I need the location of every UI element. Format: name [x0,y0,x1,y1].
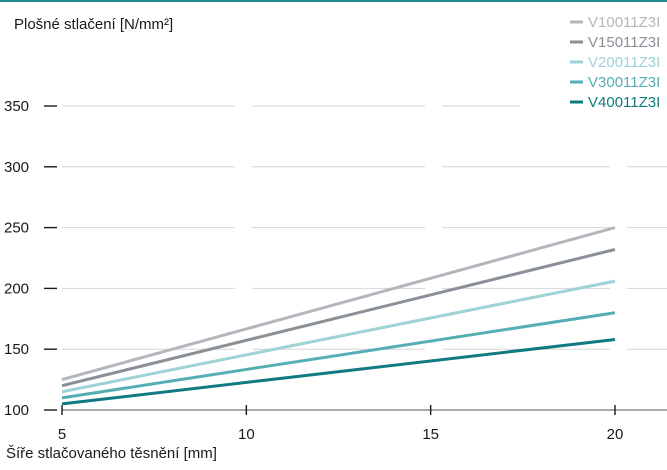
top-accent-rule [0,0,667,2]
y-tick-label: 350 [4,98,29,115]
y-axis-title: Plošné stlačení [N/mm²] [14,16,173,33]
legend-label: V10011Z3I [588,14,660,31]
legend-label: V40011Z3I [588,94,660,111]
x-tick-label: 10 [238,426,255,443]
x-tick-label: 5 [58,426,66,443]
grid-layer [62,105,667,411]
legend: V10011Z3I V15011Z3I V20011Z3I V30011Z3I V400… [570,14,660,111]
y-tick-label: 250 [4,220,29,237]
y-tick-label: 150 [4,341,29,358]
x-tick-label: 15 [422,426,439,443]
legend-label: V15011Z3I [588,34,660,51]
series-line [61,248,616,388]
legend-label: V20011Z3I [588,54,660,71]
series-line [61,226,616,382]
series-layer [61,226,616,406]
x-tick-layer: 5 10 15 20 [58,405,624,443]
series-line [61,311,616,400]
y-tick-label: 100 [4,402,29,419]
y-tick-layer: 100 150 200 250 300 350 [4,98,57,419]
legend-label: V30011Z3I [588,74,660,91]
x-tick-label: 20 [607,426,624,443]
x-axis-title: Šíře stlačovaného těsnění [mm] [6,445,217,462]
y-tick-label: 300 [4,159,29,176]
series-line [61,279,616,394]
series-line [61,337,616,406]
y-tick-label: 200 [4,280,29,297]
